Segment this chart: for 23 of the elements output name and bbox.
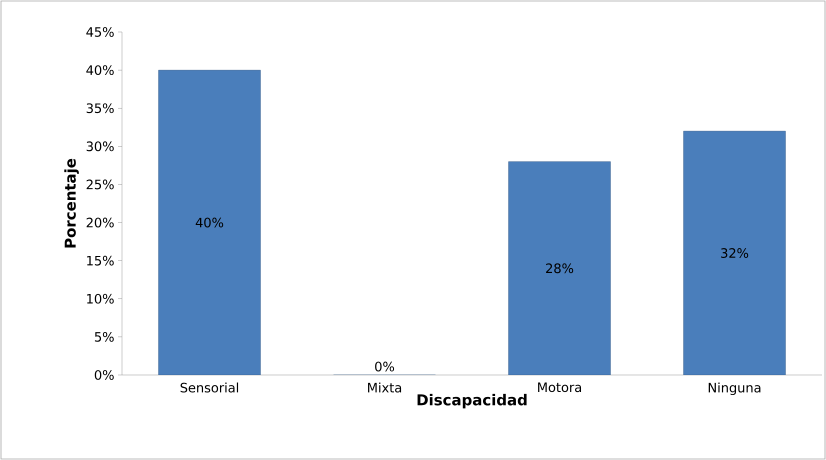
data-label: 28% xyxy=(546,263,574,274)
y-tick-label: 10% xyxy=(87,294,114,304)
x-tick-label: Sensorial xyxy=(180,382,238,393)
y-tick-label: 35% xyxy=(86,103,114,114)
y-tick-label: 5% xyxy=(94,332,114,342)
bar xyxy=(508,161,611,375)
data-label: 40% xyxy=(196,218,224,228)
y-tick-label: 0% xyxy=(94,370,114,380)
y-tick-label: 45% xyxy=(86,27,114,37)
y-tick-label: 25% xyxy=(86,180,114,190)
y-tick-label: 20% xyxy=(86,218,114,228)
data-label: 0% xyxy=(375,362,394,372)
x-tick-label: Mixta xyxy=(368,382,402,393)
y-axis-title: Porcentaje xyxy=(64,158,79,248)
x-tick-label: Ninguna xyxy=(708,382,760,396)
bar xyxy=(683,130,786,375)
bar xyxy=(158,70,261,375)
y-tick-label: 30% xyxy=(86,141,114,152)
x-tick-label: Motora xyxy=(538,382,582,392)
data-label: 32% xyxy=(721,248,748,258)
x-axis-title: Discapacidad xyxy=(418,394,527,408)
y-tick-label: 15% xyxy=(87,256,114,266)
y-tick-label: 40% xyxy=(86,65,114,76)
